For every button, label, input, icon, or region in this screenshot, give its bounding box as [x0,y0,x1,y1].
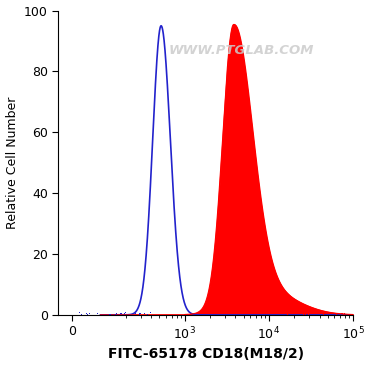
Y-axis label: Relative Cell Number: Relative Cell Number [6,97,18,229]
Text: WWW.PTGLAB.COM: WWW.PTGLAB.COM [168,44,314,57]
X-axis label: FITC-65178 CD18(M18/2): FITC-65178 CD18(M18/2) [108,348,304,361]
